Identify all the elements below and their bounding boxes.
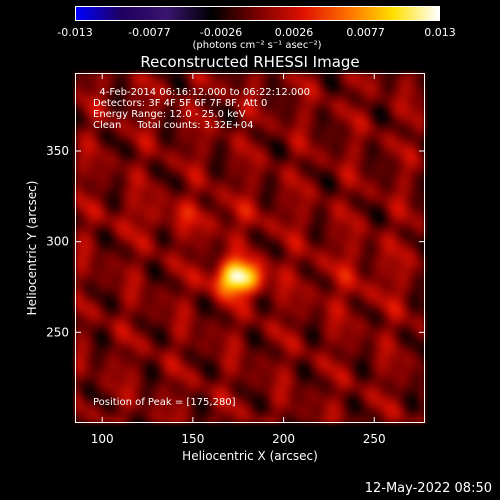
y-axis-label: Heliocentric Y (arcsec) [25, 181, 39, 316]
colorbar-gradient [76, 7, 439, 20]
colorbar-tick-label: -0.0026 [199, 26, 243, 39]
chart-title: Reconstructed RHESSI Image [140, 53, 360, 71]
y-tick-label: 350 [46, 144, 69, 158]
annotation-detectors: Detectors: 3F 4F 5F 6F 7F 8F, Att 0 [93, 98, 268, 109]
colorbar-tick-label: 0.0077 [346, 26, 385, 39]
timestamp: 12-May-2022 08:50 [364, 481, 492, 496]
x-tick-label: 200 [272, 432, 295, 446]
colorbar-tick-label: -0.0077 [128, 26, 171, 39]
colorbar-tick-label: 0.0026 [274, 26, 314, 39]
colorbar-unit-label: (photons cm⁻² s⁻¹ asec⁻²) [192, 40, 322, 51]
x-tick-label: 100 [91, 432, 114, 446]
plot-area: 4-Feb-2014 06:16:12.000 to 06:22:12.000 … [75, 73, 425, 423]
x-tick-label: 250 [363, 432, 386, 446]
x-axis-label: Heliocentric X (arcsec) [182, 449, 318, 463]
heatmap-image [75, 73, 425, 423]
annotation-energy: Energy Range: 12.0 - 25.0 keV [93, 109, 246, 120]
annotation-clean: Clean Total counts: 3.32E+04 [93, 120, 254, 131]
colorbar [75, 6, 440, 21]
y-tick-label: 300 [46, 235, 69, 249]
annotation-time: 4-Feb-2014 06:16:12.000 to 06:22:12.000 [93, 87, 311, 98]
colorbar-tick-label: 0.013 [424, 26, 456, 39]
colorbar-tick-label: -0.013 [57, 26, 93, 39]
x-tick-label: 150 [181, 432, 204, 446]
y-tick-label: 250 [46, 325, 69, 339]
peak-position-label: Position of Peak = [175,280] [93, 397, 236, 408]
